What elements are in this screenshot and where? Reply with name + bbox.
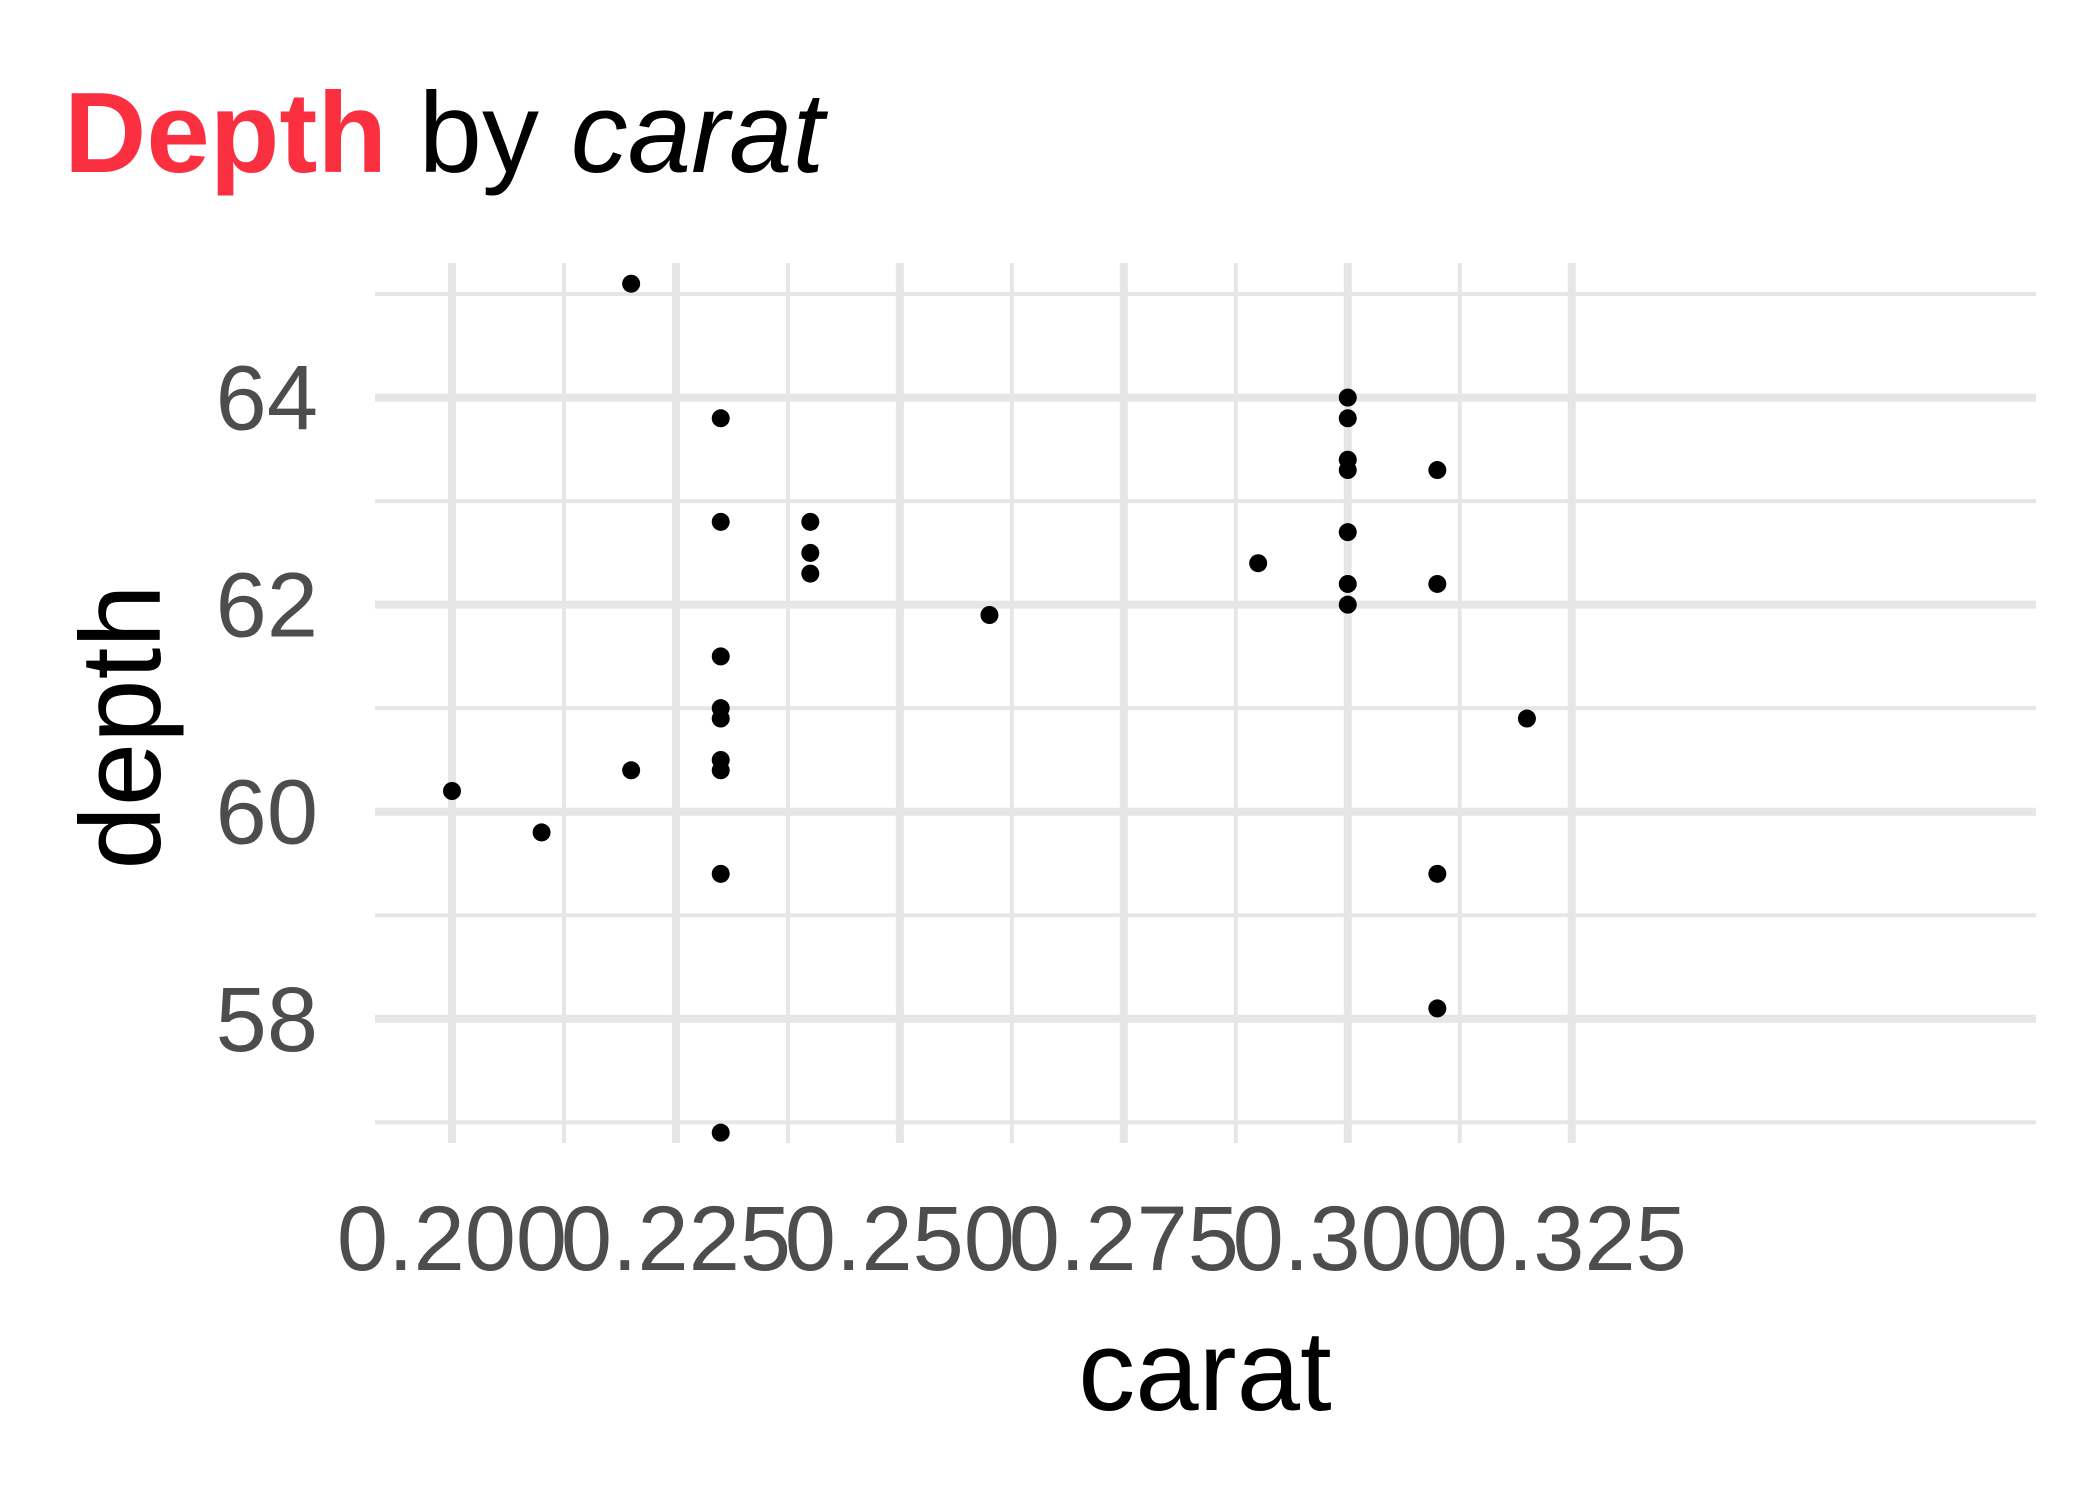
data-point [532, 823, 551, 842]
chart-title-variable: carat [571, 70, 829, 197]
chart-title: Depth by carat [64, 70, 828, 197]
data-point [1428, 999, 1447, 1018]
data-point [1428, 864, 1447, 883]
data-point [711, 761, 730, 780]
data-points [443, 274, 1536, 1142]
y-axis-title: depth [58, 584, 185, 869]
minor-gridlines [375, 263, 2036, 1143]
data-point [1517, 709, 1536, 728]
x-axis-title: carat [1078, 1308, 1331, 1435]
data-point [801, 564, 820, 583]
data-point [1338, 523, 1357, 542]
data-point [711, 647, 730, 666]
data-point [801, 512, 820, 531]
data-point [801, 543, 820, 562]
y-tick-label: 62 [216, 555, 318, 657]
data-point [1249, 554, 1268, 573]
x-tick-label: 0.275 [1009, 1188, 1239, 1290]
y-tick-label: 60 [216, 762, 318, 864]
y-tick-label: 58 [216, 969, 318, 1071]
data-point [980, 606, 999, 624]
chart-title-highlight: Depth [64, 70, 387, 197]
data-point [1338, 461, 1357, 480]
data-point [1428, 574, 1447, 593]
major-gridlines [375, 263, 2036, 1143]
y-tick-label: 64 [216, 348, 318, 450]
data-point [622, 761, 641, 780]
y-axis-tick-labels: 58 60 62 64 [216, 348, 318, 1071]
x-tick-label: 0.225 [561, 1188, 791, 1290]
data-point [1338, 574, 1357, 593]
data-point [1338, 595, 1357, 614]
data-point [1428, 461, 1447, 480]
x-tick-label: 0.200 [337, 1188, 567, 1290]
data-point [1338, 388, 1357, 407]
data-point [711, 512, 730, 531]
data-point [443, 782, 461, 800]
x-tick-label: 0.325 [1457, 1188, 1687, 1290]
x-tick-label: 0.300 [1233, 1188, 1463, 1290]
data-point [711, 1123, 730, 1142]
data-point [622, 274, 641, 293]
x-tick-label: 0.250 [785, 1188, 1015, 1290]
data-point [711, 409, 730, 428]
chart-title-connector: by [387, 70, 571, 197]
data-point [711, 864, 730, 883]
data-point [1338, 409, 1357, 428]
data-point [711, 709, 730, 728]
